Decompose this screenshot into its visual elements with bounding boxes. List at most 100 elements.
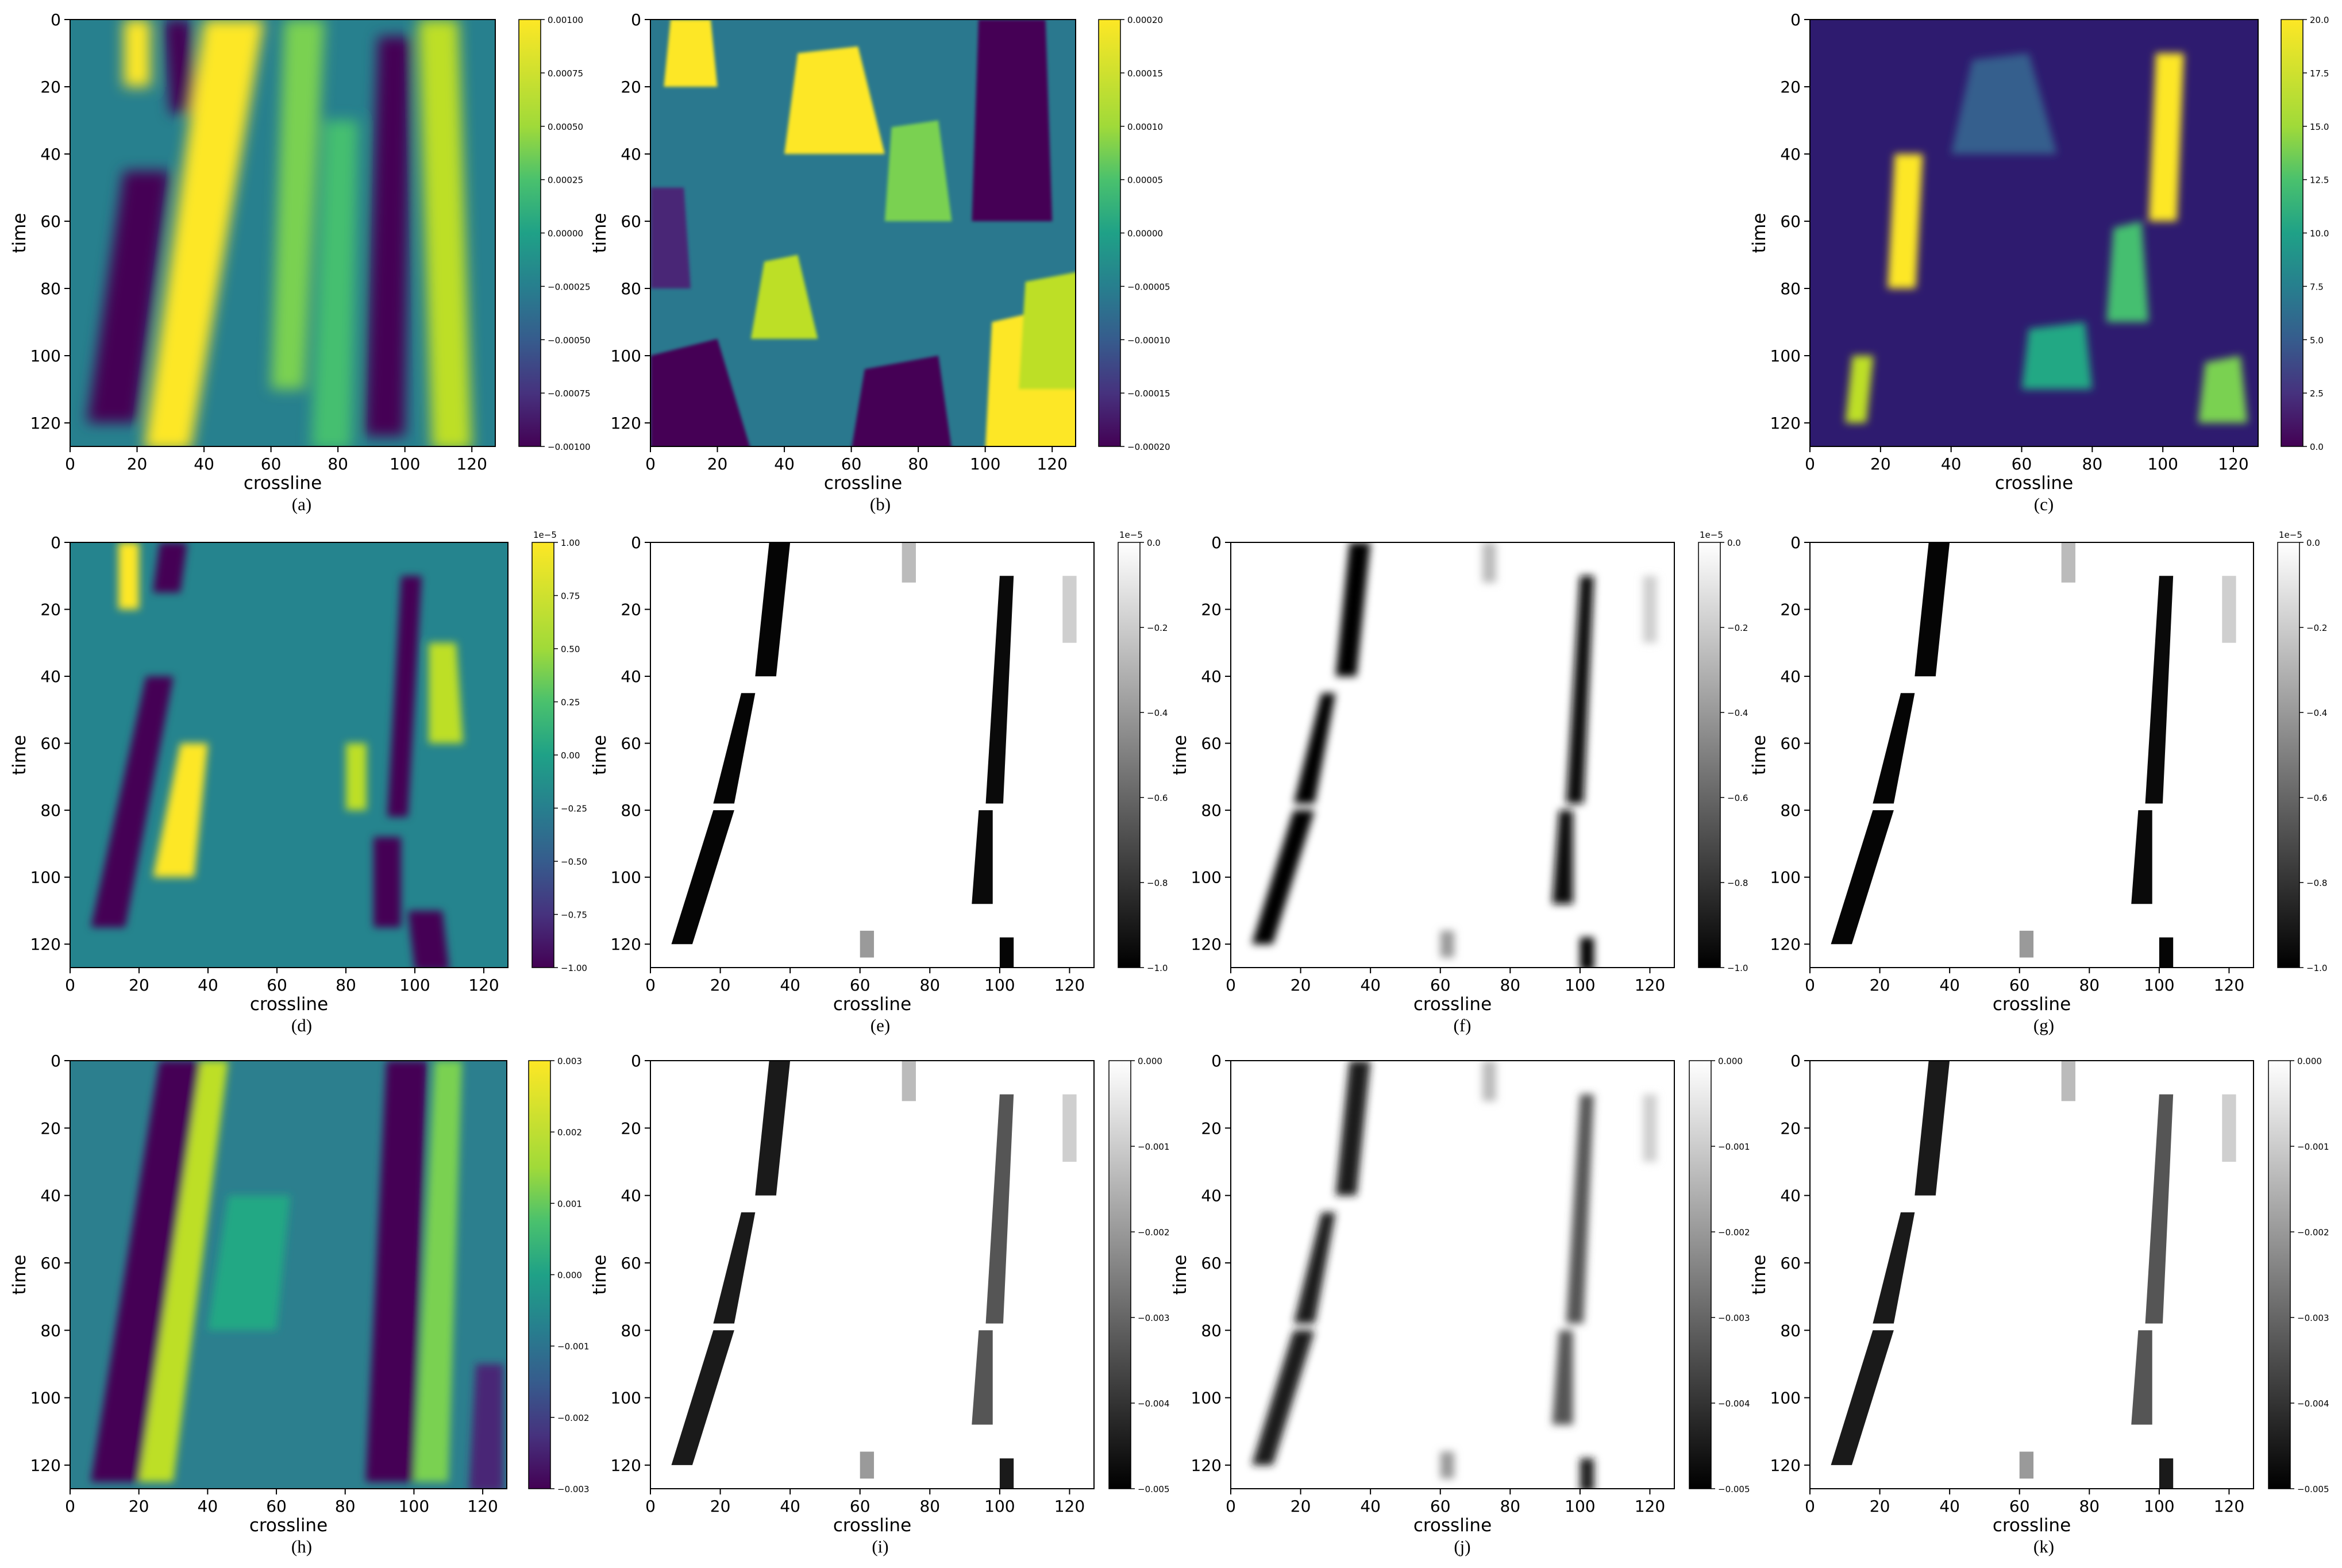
y-tick-label: 100 (1770, 346, 1801, 365)
y-tick-label: 80 (1780, 801, 1801, 820)
y-tick-label: 0 (1790, 1051, 1801, 1070)
x-axis-label: crossline (833, 994, 911, 1015)
colorbar (528, 1060, 551, 1489)
heatmap-image (70, 20, 495, 446)
heatmap-image (1231, 542, 1674, 968)
colorbar-offset-label: 1e−5 (533, 530, 557, 540)
y-tick-label: 0 (1211, 1051, 1222, 1070)
colorbar-tick-label: 0.000 (2297, 1056, 2322, 1066)
subfigure-caption: (f) (1454, 1015, 1472, 1035)
y-tick-label: 20 (621, 1119, 641, 1138)
y-tick-label: 20 (1201, 600, 1222, 619)
subfigure-caption: (c) (2034, 494, 2054, 514)
colorbar-tick-label: 5.0 (2310, 335, 2324, 345)
colorbar (1118, 542, 1141, 968)
x-tick-label: 120 (1054, 1497, 1085, 1516)
y-tick-label: 20 (621, 78, 641, 97)
y-tick-label: 60 (621, 212, 641, 231)
colorbar (2277, 542, 2300, 968)
y-tick-label: 120 (1191, 935, 1222, 954)
x-tick-label: 120 (2218, 454, 2248, 473)
y-tick-label: 120 (611, 1456, 641, 1475)
x-tick-label: 20 (127, 454, 148, 473)
colorbar-tick-label: −0.003 (1718, 1313, 1750, 1323)
panel-i: 0 20 40 60 80 100 120 0 20 40 60 80 100 120 crossline t… (590, 1051, 1170, 1557)
y-tick-label: 0 (51, 1051, 61, 1070)
x-axis-label: crossline (250, 994, 328, 1015)
x-tick-label: 40 (774, 454, 795, 473)
x-tick-label: 60 (266, 1497, 287, 1516)
colorbar-tick-label: −0.75 (561, 910, 587, 920)
heatmap-image (1810, 20, 2258, 446)
y-tick-label: 120 (611, 414, 641, 433)
x-tick-label: 20 (710, 976, 731, 995)
y-tick-label: 40 (40, 1186, 61, 1205)
colorbar-tick-label: 0.000 (1138, 1056, 1162, 1066)
x-tick-label: 20 (129, 976, 149, 995)
colorbar-tick-label: −0.00075 (548, 388, 591, 399)
x-tick-label: 20 (1870, 976, 1890, 995)
colorbar-tick-label: 0.000 (557, 1270, 582, 1281)
x-tick-label: 0 (1226, 1497, 1236, 1516)
colorbar-tick-label: 0.00020 (1127, 15, 1163, 25)
axes-frame (650, 542, 1095, 968)
y-axis-label: time (590, 1254, 610, 1295)
x-tick-label: 0 (65, 454, 75, 473)
colorbar-tick-label: −0.005 (1138, 1484, 1170, 1494)
heatmap-image (1810, 1061, 2254, 1489)
y-axis-label: time (590, 213, 610, 253)
colorbar-tick-label: 0.0 (1147, 538, 1161, 548)
x-tick-label: 80 (919, 976, 940, 995)
colorbar-tick-label: −0.002 (1138, 1227, 1170, 1238)
colorbar-tick-label: −0.2 (2306, 623, 2327, 633)
colorbar-tick-label: −0.004 (1138, 1399, 1170, 1409)
x-tick-label: 20 (1291, 976, 1311, 995)
y-tick-label: 100 (30, 346, 61, 365)
y-tick-label: 0 (51, 10, 61, 29)
colorbar-tick-label: 0.0 (2310, 442, 2324, 452)
x-tick-label: 80 (328, 454, 348, 473)
y-tick-label: 60 (40, 734, 61, 753)
x-tick-label: 20 (129, 1497, 149, 1516)
y-tick-label: 40 (621, 1186, 641, 1205)
x-tick-label: 60 (841, 454, 862, 473)
colorbar-tick-label: −0.00010 (1127, 335, 1170, 345)
heatmap-image (1231, 1061, 1674, 1489)
x-tick-label: 40 (780, 1497, 800, 1516)
x-tick-label: 80 (2079, 976, 2100, 995)
y-tick-label: 100 (611, 346, 641, 365)
x-tick-label: 40 (1939, 1497, 1960, 1516)
panel-k: 0 20 40 60 80 100 120 0 20 40 60 80 100 120 crossline t… (1749, 1051, 2329, 1557)
axes-frame (650, 19, 1076, 447)
x-tick-label: 0 (65, 976, 75, 995)
colorbar (531, 542, 554, 968)
y-tick-label: 100 (30, 868, 61, 887)
y-tick-label: 60 (40, 212, 61, 231)
axes-frame (1809, 19, 2259, 447)
y-tick-label: 60 (1780, 734, 1801, 753)
y-axis-label: time (1749, 213, 1770, 253)
colorbar-tick-label: 0.75 (561, 591, 580, 602)
x-tick-label: 80 (1500, 1497, 1520, 1516)
colorbar-tick-label: 0.50 (561, 644, 580, 654)
x-tick-label: 60 (1430, 1497, 1451, 1516)
subfigure-caption: (h) (291, 1536, 312, 1557)
x-tick-label: 120 (467, 1497, 498, 1516)
colorbar-tick-label: 0.0 (2306, 538, 2320, 548)
x-axis-label: crossline (1993, 994, 2071, 1015)
x-tick-label: 80 (2079, 1497, 2100, 1516)
colorbar-tick-label: 2.5 (2310, 388, 2324, 399)
x-tick-label: 80 (1500, 976, 1520, 995)
colorbar-tick-label: 15.0 (2310, 122, 2329, 132)
colorbar-tick-label: −0.8 (1727, 878, 1748, 888)
y-tick-label: 0 (631, 533, 641, 552)
colorbar (2281, 19, 2304, 447)
colorbar-tick-label: 0.003 (557, 1056, 582, 1066)
x-tick-label: 60 (850, 1497, 870, 1516)
y-tick-label: 120 (1770, 414, 1801, 433)
colorbar-tick-label: −0.6 (2306, 793, 2327, 803)
y-tick-label: 80 (1780, 279, 1801, 298)
y-tick-label: 0 (631, 1051, 641, 1070)
colorbar-tick-label: −0.001 (1718, 1142, 1750, 1152)
y-tick-label: 60 (1780, 1254, 1801, 1273)
